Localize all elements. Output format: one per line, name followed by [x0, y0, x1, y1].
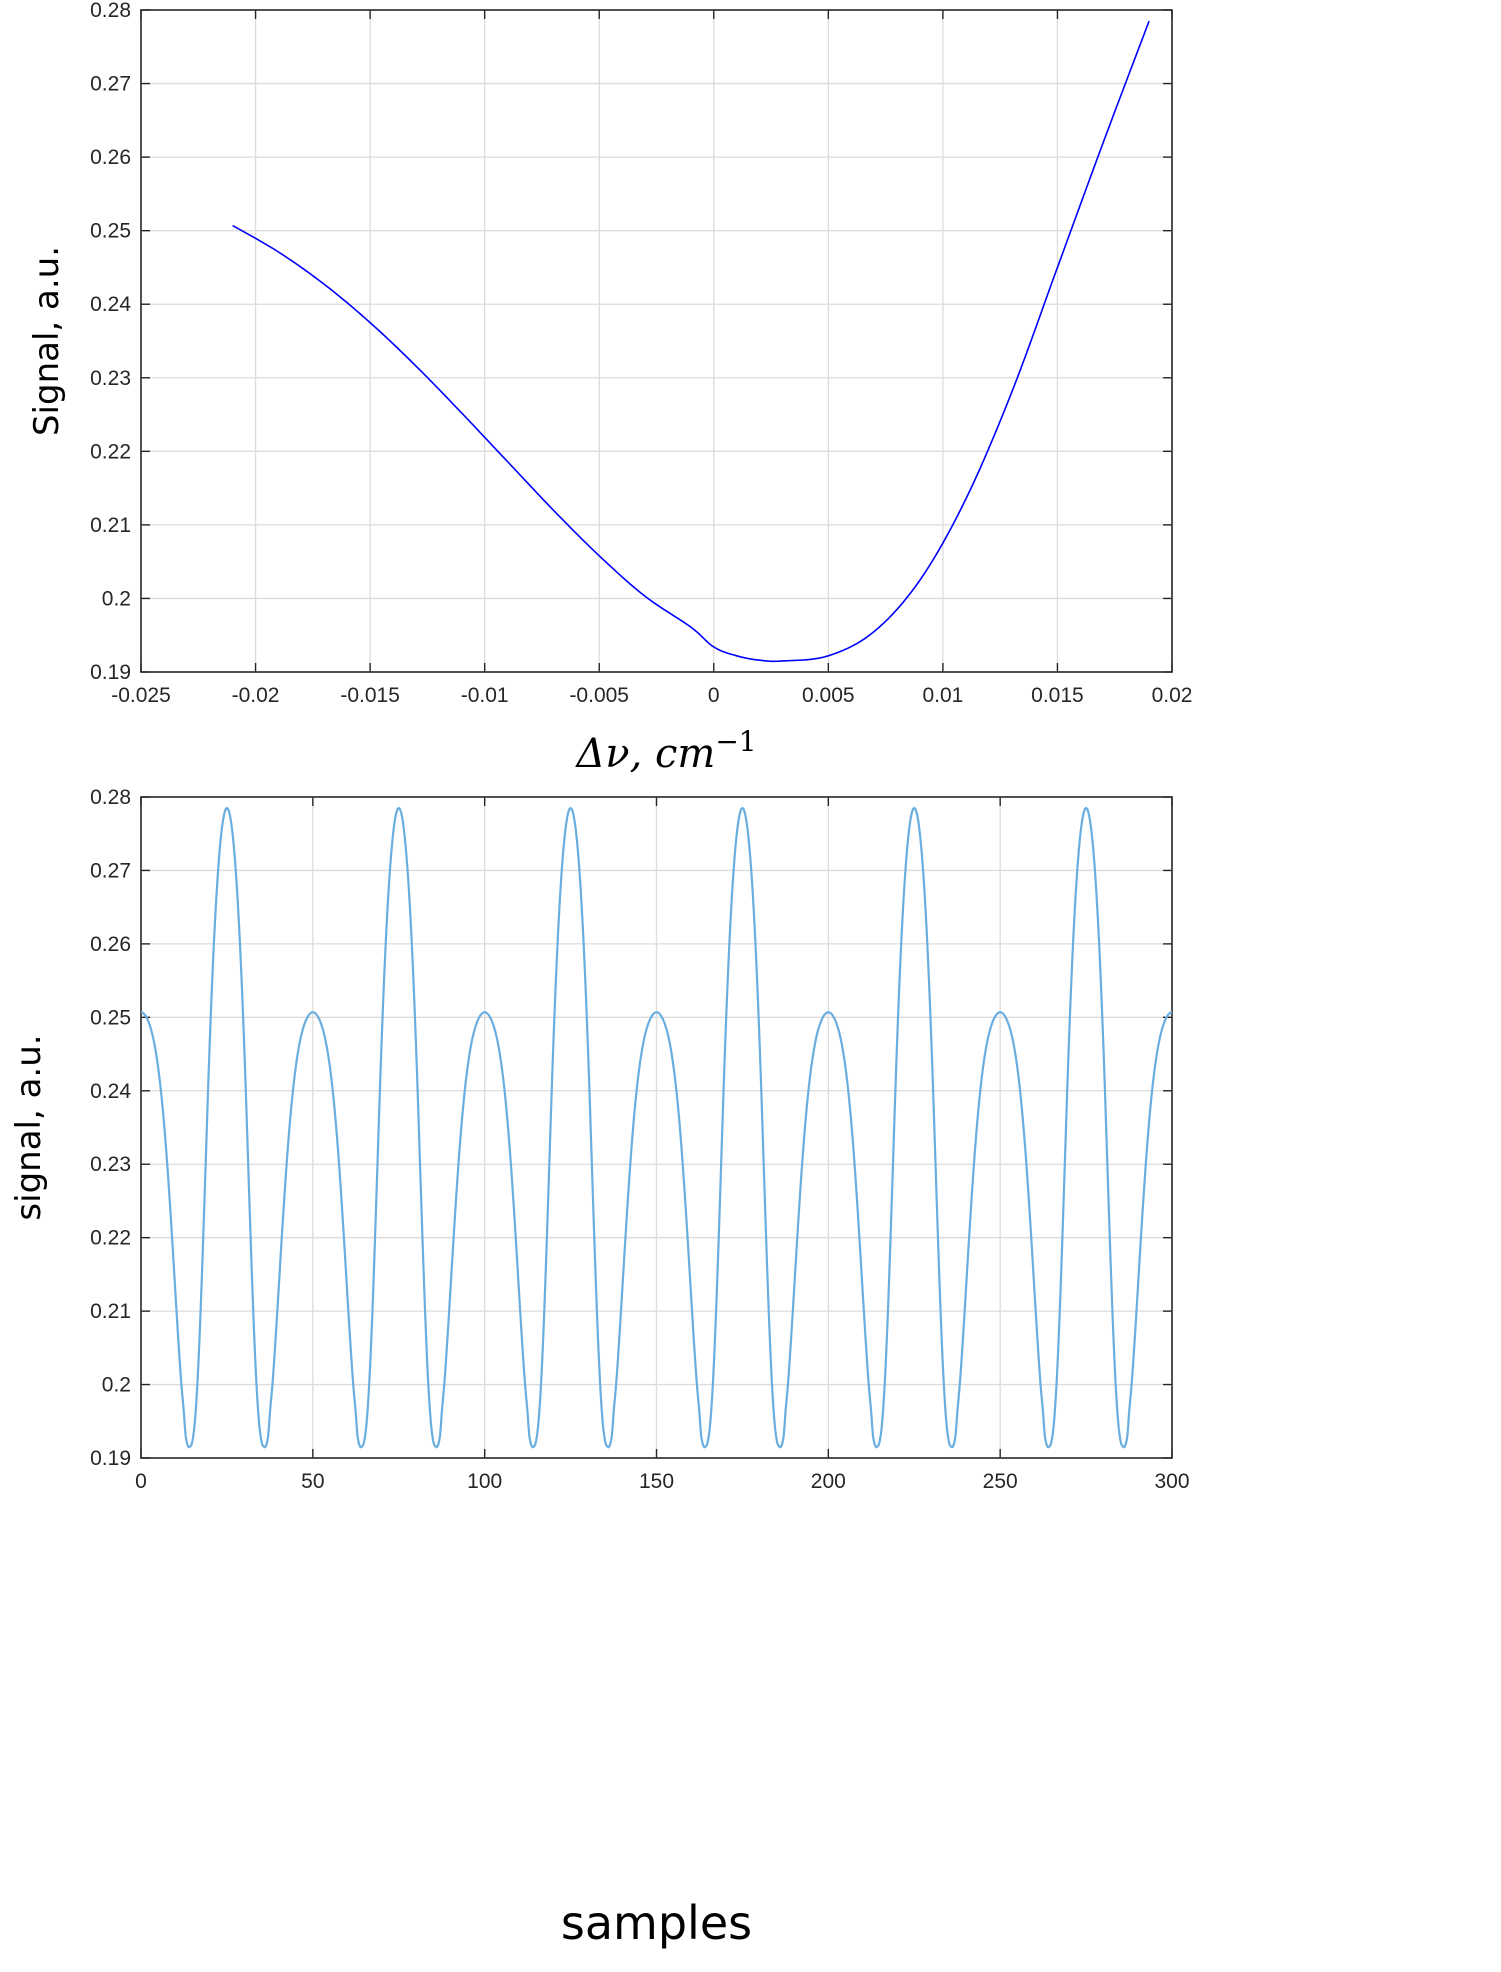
y-tick-label: 0.19: [90, 661, 131, 684]
y-tick-label: 0.2: [102, 1374, 131, 1397]
y-tick-label: 0.26: [90, 146, 131, 169]
chart1-grid: [141, 10, 1172, 672]
chart2-y-axis-label: signal, a.u.: [9, 1034, 49, 1220]
x-tick-label: 0.015: [1031, 684, 1084, 707]
chart2-ticks: 0 50 100 150 200 250 300 0.19 0.2 0.21 0.22 0.23 0.2…: [90, 786, 1189, 1493]
x-tick-label: 0.005: [802, 684, 855, 707]
series-path: [232, 20, 1150, 663]
chart1-axes-box: [140, 9, 1173, 673]
y-tick-label: 0.25: [90, 1006, 131, 1029]
y-tick-label: 0.24: [90, 293, 131, 316]
x-tick-label: -0.02: [232, 684, 280, 707]
chart2-series-line: [140, 806, 1173, 1449]
series-path: [140, 806, 1173, 1449]
x-tick-label: -0.005: [569, 684, 629, 707]
chart1-x-axis-label-main: Δν, cm: [574, 731, 715, 777]
x-tick-label: 50: [301, 1470, 324, 1493]
x-tick-label: 150: [639, 1470, 674, 1493]
x-tick-label: 0: [708, 684, 720, 707]
y-tick-label: 0.19: [90, 1447, 131, 1470]
x-tick-label: 0.01: [922, 684, 963, 707]
x-tick-label: -0.015: [340, 684, 400, 707]
chart2-x-axis-label: samples: [561, 1896, 752, 1950]
chart-samples-signal: 0 50 100 150 200 250 300 0.19 0.2 0.21 0.22 0.23 0.2…: [9, 786, 1190, 1950]
x-tick-label: 250: [983, 1470, 1018, 1493]
x-tick-label: 0: [135, 1470, 147, 1493]
x-tick-label: 0.02: [1152, 684, 1193, 707]
x-tick-label: 300: [1154, 1470, 1189, 1493]
y-tick-label: 0.23: [90, 1153, 131, 1176]
x-tick-label: 100: [467, 1470, 502, 1493]
y-tick-label: 0.25: [90, 220, 131, 243]
y-tick-label: 0.28: [90, 0, 131, 22]
y-tick-label: 0.23: [90, 367, 131, 390]
chart1-ticks: -0.025 -0.02 -0.015 -0.01 -0.005 0 0.005 0.01 0.…: [90, 0, 1192, 707]
y-tick-label: 0.27: [90, 73, 131, 96]
y-tick-label: 0.22: [90, 1227, 131, 1250]
y-tick-label: 0.26: [90, 933, 131, 956]
y-tick-label: 0.22: [90, 440, 131, 463]
chart1-y-axis-label: Signal, a.u.: [27, 246, 67, 436]
y-tick-label: 0.21: [90, 1300, 131, 1323]
chart-spectral-signal: -0.025 -0.02 -0.015 -0.01 -0.005 0 0.005 0.01 0.…: [27, 0, 1192, 777]
y-tick-label: 0.28: [90, 786, 131, 809]
x-tick-label: 200: [811, 1470, 846, 1493]
y-tick-label: 0.21: [90, 514, 131, 537]
x-tick-label: -0.025: [111, 684, 171, 707]
chart1-x-axis-label: Δν, cm−1: [574, 725, 756, 778]
chart2-grid: [141, 797, 1172, 1458]
y-tick-label: 0.2: [102, 587, 131, 610]
y-tick-label: 0.27: [90, 859, 131, 882]
y-tick-label: 0.24: [90, 1080, 131, 1103]
chart1-x-axis-label-exponent: −1: [715, 725, 756, 758]
x-tick-label: -0.01: [461, 684, 509, 707]
chart1-series-line: [232, 20, 1150, 663]
